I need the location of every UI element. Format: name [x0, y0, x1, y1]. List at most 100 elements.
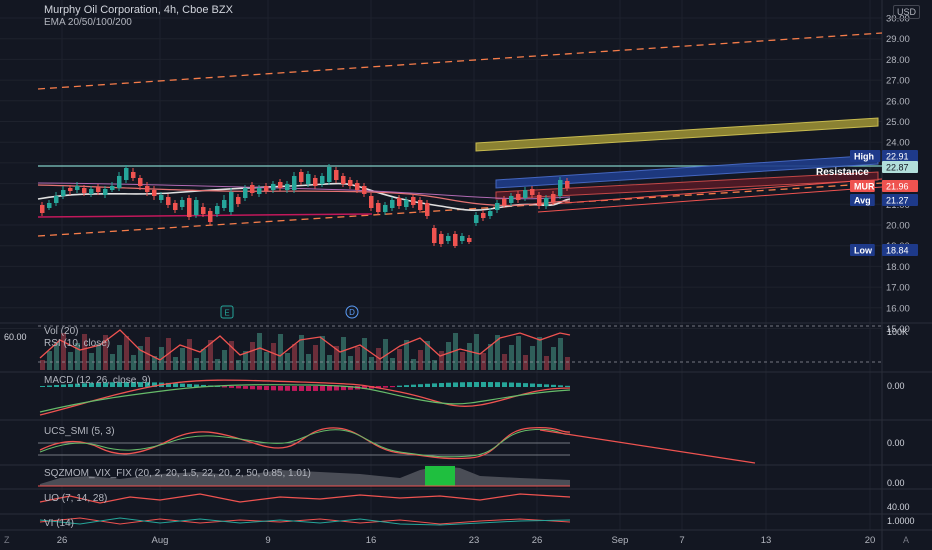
uo-line: [39, 493, 571, 504]
macd-histogram-bar: [390, 386, 395, 388]
vi-legend[interactable]: VI (14): [44, 518, 75, 529]
vi-axis-label: 1.0000: [887, 516, 915, 526]
auto-scale-icon[interactable]: A: [903, 535, 910, 545]
price-tag-value: [882, 161, 918, 173]
candle-body: [145, 186, 150, 192]
volume-bar: [348, 356, 353, 370]
uo-legend[interactable]: UO (7, 14, 28): [44, 493, 108, 504]
time-tick-label: 20: [865, 535, 876, 546]
macd-histogram-bar: [299, 386, 304, 391]
candle-body: [61, 190, 66, 196]
macd-histogram-bar: [152, 382, 157, 387]
volume-bar: [530, 346, 535, 370]
macd-histogram-bar: [481, 382, 486, 387]
rsi-line: [39, 329, 571, 361]
candle-body: [131, 172, 136, 178]
candle-body: [460, 236, 465, 241]
currency-badge[interactable]: USD: [893, 5, 921, 19]
candle-body: [425, 203, 430, 216]
candle-body: [236, 197, 241, 204]
support-line: [37, 213, 373, 218]
macd-histogram-bar: [82, 383, 87, 387]
candle-body: [397, 198, 402, 206]
time-tick-label: 23: [469, 535, 480, 546]
macd-histogram-bar: [47, 385, 52, 387]
volume-bar: [565, 357, 570, 370]
candle-body: [320, 176, 325, 184]
volume-bar: [544, 356, 549, 370]
price-tick-label: 16.00: [886, 303, 910, 314]
macd-histogram-bar: [565, 385, 570, 387]
price-tag-name: [850, 150, 881, 162]
macd-histogram-bar: [348, 386, 353, 390]
volume-bar: [54, 342, 59, 370]
price-tag-name: [850, 194, 875, 206]
macd-histogram-bar: [439, 383, 444, 387]
macd-histogram-bar: [124, 382, 129, 387]
z-icon[interactable]: Z: [4, 535, 10, 545]
volume-bar: [40, 360, 45, 370]
macd-histogram-bar: [397, 385, 402, 387]
candle-body: [187, 198, 192, 217]
candle-body: [103, 189, 108, 195]
sqz-axis-label: 0.00: [887, 478, 905, 488]
time-tick-label: 26: [532, 535, 543, 546]
vol-legend[interactable]: Vol (20): [44, 326, 79, 337]
smi-signal-line: [39, 428, 571, 458]
volume-bar: [355, 347, 360, 370]
yellow-zone: [475, 117, 879, 152]
candle-body: [530, 189, 535, 195]
price-tag-value: [882, 244, 918, 256]
price-axis: 30.0029.0028.0027.0026.0025.0024.0023.00…: [886, 14, 910, 336]
macd-histogram-bar: [467, 382, 472, 387]
macd-histogram-bar: [292, 386, 297, 391]
ucs-smi-legend[interactable]: UCS_SMI (5, 3): [44, 426, 115, 437]
candle-body: [446, 236, 451, 241]
volume-bar: [194, 358, 199, 370]
volume-bar: [250, 342, 255, 370]
dividend-marker[interactable]: D: [345, 305, 359, 319]
volume-bar: [264, 352, 269, 370]
macd-signal-line: [39, 379, 571, 416]
volume-bar: [96, 344, 101, 370]
macd-histogram-bar: [173, 383, 178, 387]
sqzmom-legend[interactable]: SQZMOM_VIX_FIX (20, 2, 20, 1.5, 22, 20, …: [44, 468, 311, 479]
time-tick-label: Aug: [152, 535, 169, 546]
trend-line-red-2: [537, 178, 883, 206]
candle-body: [488, 211, 493, 216]
macd-histogram-bar: [362, 386, 367, 390]
macd-legend[interactable]: MACD (12, 26, close, 9): [44, 375, 151, 386]
svg-text:22.87: 22.87: [886, 163, 909, 173]
volume-bar: [201, 349, 206, 370]
volume-bar: [124, 336, 129, 370]
candle-body: [194, 200, 199, 215]
macd-histogram-bar: [75, 383, 80, 387]
macd-histogram-bar: [264, 386, 269, 391]
candle-body: [257, 188, 262, 194]
price-tick-label: 26.00: [886, 96, 910, 107]
candle-body: [222, 200, 227, 208]
candle-body: [334, 170, 339, 180]
candle-body: [89, 189, 94, 194]
macd-histogram-bar: [40, 386, 45, 387]
candle-body: [432, 228, 437, 243]
macd-histogram-bar: [285, 386, 290, 391]
volume-bar: [502, 354, 507, 370]
volume-bar: [257, 333, 262, 370]
macd-histogram-bar: [117, 382, 122, 387]
macd-histogram-bar: [257, 386, 262, 390]
volume-bar: [341, 337, 346, 370]
candle-body: [250, 185, 255, 193]
macd-axis-label: 0.00: [887, 381, 905, 391]
macd-histogram-bar: [411, 384, 416, 387]
volume-bar: [229, 341, 234, 370]
macd-histogram-bar: [194, 384, 199, 387]
price-tag-name: [850, 244, 875, 256]
candle-body: [306, 174, 311, 184]
rsi-legend[interactable]: RSI (10, close): [44, 338, 111, 349]
volume-bar: [47, 351, 52, 370]
ema-legend[interactable]: EMA 20/50/100/200: [44, 17, 132, 28]
earnings-marker[interactable]: E: [220, 305, 234, 319]
